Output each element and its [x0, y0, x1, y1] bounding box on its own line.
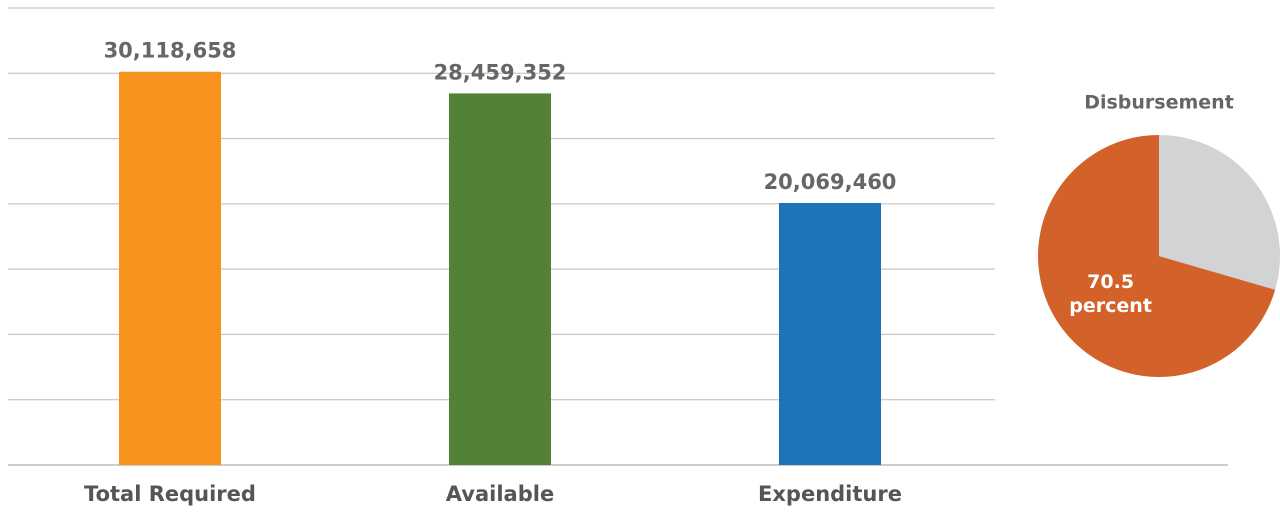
- bar: [119, 71, 221, 465]
- pie-value-unit: percent: [1069, 295, 1152, 317]
- pie-slice: [1159, 135, 1280, 290]
- pie-title: Disbursement: [1084, 92, 1234, 114]
- value-label: 28,459,352: [434, 60, 567, 84]
- pie-slice: [1037, 135, 1276, 377]
- bar: [449, 93, 551, 466]
- pie-value-label: 70.5: [1087, 271, 1134, 293]
- x-tick-label: Available: [446, 482, 554, 506]
- bar: [779, 202, 881, 465]
- value-label: 20,069,460: [764, 170, 897, 194]
- value-label: 30,118,658: [104, 39, 237, 63]
- x-tick-label: Total Required: [84, 482, 256, 506]
- x-tick-label: Expenditure: [758, 482, 902, 506]
